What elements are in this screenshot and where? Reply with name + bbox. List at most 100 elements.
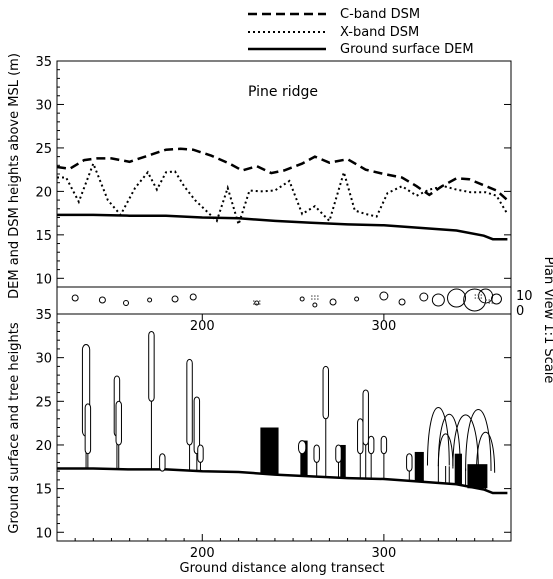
tree-crown [357, 418, 364, 455]
tree-crown [115, 400, 122, 446]
broad-crown-arc [426, 407, 450, 466]
plan-view-stipple [314, 298, 316, 300]
shrub-block [454, 453, 462, 485]
top-ytick-label: 15 [35, 229, 52, 244]
shrub-block [260, 427, 279, 475]
plan-view-crown [98, 296, 106, 304]
x-ticks: 200 200 300 300 [74, 314, 512, 561]
shrub-block [414, 451, 424, 482]
plan-view-crown [147, 297, 153, 303]
plan-view-stipple [311, 298, 313, 300]
broad-crown-arc [465, 409, 492, 471]
plan-view-symbols [71, 288, 502, 312]
tree-crown [197, 444, 204, 463]
top-ytick-label: 35 [35, 55, 52, 70]
bottom-ytick-label: 10 [35, 526, 52, 541]
top-ytick-label: 10 [35, 272, 52, 287]
tree-crown [159, 453, 166, 472]
plan-view-tick-10: 10 [516, 289, 533, 304]
plan-view-crown [447, 288, 467, 308]
plan-view-stipple [485, 299, 488, 301]
plan-view-stipple [491, 299, 494, 301]
tree-crown [367, 435, 375, 455]
bottom-ytick-label: 15 [35, 483, 52, 498]
plan-view-stipple [474, 294, 477, 296]
plan-view-crown [379, 291, 389, 301]
plan-view-crown [71, 294, 79, 302]
plan-view-crown [123, 300, 130, 306]
shrub-block [300, 440, 308, 477]
plan-view-crown [463, 288, 487, 312]
top-ytick-label: 25 [35, 142, 52, 157]
ground-line [57, 467, 508, 495]
bottom-panel-frame [56, 313, 512, 542]
plan-view-stipple [258, 303, 261, 305]
plan-view-crown [299, 296, 305, 302]
shrub-block [340, 444, 346, 478]
bottom-ytick-label: 20 [35, 439, 52, 454]
legend: C-band DSM X-band DSM Ground surface DEM [248, 7, 474, 57]
plan-view-crown [354, 296, 360, 302]
broad-crown-arc [437, 414, 461, 467]
plan-view-stipple [474, 297, 477, 299]
broad-crown-arc [452, 414, 479, 469]
plan-view-stipple [258, 300, 261, 302]
broad-crown-arc [475, 431, 496, 473]
bottom-ytick-label: 35 [35, 308, 52, 323]
series-line-2 [57, 213, 508, 241]
plan-view-stipple [491, 302, 494, 304]
tree-crown [193, 396, 201, 455]
bottom-ytick-label: 30 [35, 352, 52, 367]
shrub-block [467, 464, 488, 489]
plan-view-crown [329, 298, 337, 306]
legend-label-ground: Ground surface DEM [340, 42, 474, 57]
top-annotation: Pine ridge [248, 84, 318, 100]
plan-view-stipple [252, 300, 255, 302]
legend-label-c-band: C-band DSM [340, 7, 420, 22]
plan-view-stipple [488, 299, 491, 301]
plan-view-crown [189, 293, 197, 301]
plan-view-stipple [480, 294, 483, 296]
xtick-label-mid: 300 [371, 319, 396, 334]
legend-label-x-band: X-band DSM [340, 25, 419, 40]
plan-view-stipple [485, 302, 488, 304]
broad-crown-arc [437, 433, 454, 467]
bottom-ytick-label: 25 [35, 395, 52, 410]
tree-crown [313, 444, 320, 463]
series-line-0 [56, 147, 509, 202]
tree-crown [362, 389, 369, 446]
top-ylabel: DEM and DSM heights above MSL (m) [7, 53, 22, 299]
plan-view-stipple [255, 303, 258, 305]
tree-crown [186, 358, 193, 446]
series-line-1 [57, 160, 509, 228]
top-series [56, 147, 509, 241]
top-y-ticks: 10 15 20 25 30 35 [35, 55, 511, 287]
plan-view-stipple [317, 295, 319, 297]
top-ytick-label: 20 [35, 185, 52, 200]
tree-crown [84, 403, 92, 455]
plan-view-stipple [252, 303, 255, 305]
bottom-y-ticks: 10 15 20 25 30 35 [35, 308, 511, 541]
plan-view-crown [398, 298, 406, 306]
plan-view-stipple [317, 298, 319, 300]
plan-view-crown [419, 292, 429, 302]
plan-view-crown [171, 295, 179, 303]
bottom-profile [57, 330, 508, 495]
tree-crown [298, 440, 307, 455]
plan-view-stipple [255, 300, 258, 302]
plan-view-stipple [480, 297, 483, 299]
plan-view-stipple [477, 297, 480, 299]
plan-view-stipple [488, 302, 491, 304]
plan-view-stipple [314, 295, 316, 297]
plan-view-label: Plan View 1:1 Scale [541, 257, 553, 384]
plan-view-crown [431, 293, 445, 307]
plan-view-tick-0: 0 [516, 304, 524, 319]
tree-crown [322, 365, 329, 420]
plan-view-crown [490, 293, 502, 305]
tree-crown [406, 453, 413, 472]
xtick-label: 200 [190, 546, 215, 561]
plan-view-stipple [311, 295, 313, 297]
tree-crown [335, 444, 342, 463]
bottom-ylabel: Ground surface and tree heights [7, 322, 22, 533]
